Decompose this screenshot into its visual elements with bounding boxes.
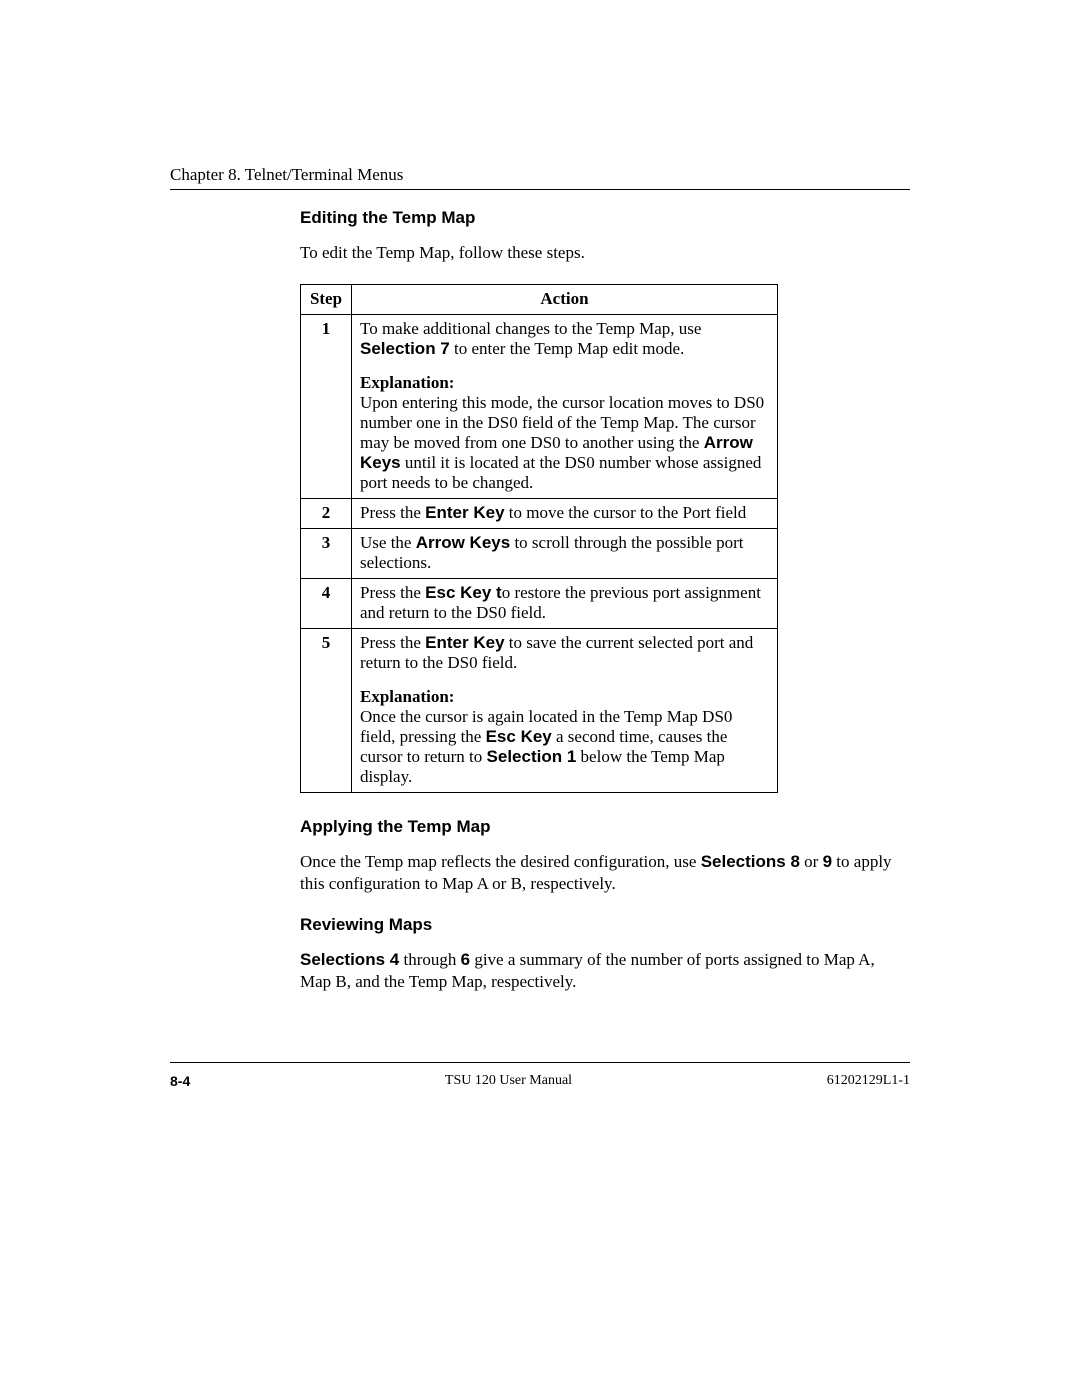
manual-page: Chapter 8. Telnet/Terminal Menus Editing… — [0, 0, 1080, 1397]
bold-selection: Selection 1 — [487, 747, 577, 766]
bold-selection: Selections 8 — [701, 852, 800, 871]
table-row: 3 Use the Arrow Keys to scroll through t… — [301, 529, 778, 579]
page-number: 8-4 — [170, 1073, 190, 1089]
bold-selection: Selection 7 — [360, 339, 450, 358]
col-action: Action — [352, 285, 778, 315]
table-row: 5 Press the Enter Key to save the curren… — [301, 629, 778, 793]
header-rule — [170, 189, 910, 190]
explanation: Explanation: Upon entering this mode, th… — [360, 373, 769, 493]
heading-reviewing: Reviewing Maps — [300, 915, 910, 935]
page-footer: 8-4 TSU 120 User Manual 61202129L1-1 — [170, 1062, 910, 1089]
steps-table: Step Action 1 To make additional changes… — [300, 284, 778, 793]
bold-keys: Esc Key t — [425, 583, 502, 602]
table-row: 1 To make additional changes to the Temp… — [301, 315, 778, 499]
explanation-label: Explanation: — [360, 687, 454, 706]
footer-right: 61202129L1-1 — [827, 1073, 910, 1089]
text: Press the — [360, 633, 425, 652]
text: to move the cursor to the Port field — [505, 503, 747, 522]
step-num: 4 — [301, 579, 352, 629]
bold-selection: 6 — [461, 950, 470, 969]
heading-applying: Applying the Temp Map — [300, 817, 910, 837]
footer-center: TSU 120 User Manual — [190, 1073, 827, 1089]
step-num: 5 — [301, 629, 352, 793]
footer-row: 8-4 TSU 120 User Manual 61202129L1-1 — [170, 1073, 910, 1089]
step-num: 1 — [301, 315, 352, 499]
text: Press the — [360, 503, 425, 522]
text: Use the — [360, 533, 416, 552]
step-action: Press the Enter Key to save the current … — [352, 629, 778, 793]
bold-keys: Arrow Keys — [416, 533, 510, 552]
step-action: Use the Arrow Keys to scroll through the… — [352, 529, 778, 579]
heading-editing: Editing the Temp Map — [300, 208, 910, 228]
step-num: 2 — [301, 499, 352, 529]
bold-keys: Esc Key — [486, 727, 552, 746]
text: until it is located at the DS0 number wh… — [360, 453, 761, 492]
running-head: Chapter 8. Telnet/Terminal Menus — [170, 165, 910, 185]
paragraph-applying: Once the Temp map reflects the desired c… — [300, 851, 910, 895]
page-content: Editing the Temp Map To edit the Temp Ma… — [300, 208, 910, 993]
paragraph-reviewing: Selections 4 through 6 give a summary of… — [300, 949, 910, 993]
table-row: 2 Press the Enter Key to move the cursor… — [301, 499, 778, 529]
table-row: 4 Press the Esc Key to restore the previ… — [301, 579, 778, 629]
footer-rule — [170, 1062, 910, 1063]
text: To make additional changes to the Temp M… — [360, 319, 701, 338]
text: to enter the Temp Map edit mode. — [450, 339, 685, 358]
explanation: Explanation: Once the cursor is again lo… — [360, 687, 769, 787]
bold-keys: Enter Key — [425, 633, 504, 652]
text: or — [800, 852, 823, 871]
intro-editing: To edit the Temp Map, follow these steps… — [300, 242, 910, 264]
bold-selection: Selections 4 — [300, 950, 399, 969]
text: through — [399, 950, 460, 969]
bold-selection: 9 — [823, 852, 832, 871]
step-action: To make additional changes to the Temp M… — [352, 315, 778, 499]
step-action: Press the Esc Key to restore the previou… — [352, 579, 778, 629]
explanation-label: Explanation: — [360, 373, 454, 392]
col-step: Step — [301, 285, 352, 315]
table-header-row: Step Action — [301, 285, 778, 315]
step-action: Press the Enter Key to move the cursor t… — [352, 499, 778, 529]
step-num: 3 — [301, 529, 352, 579]
text: Press the — [360, 583, 425, 602]
bold-keys: Enter Key — [425, 503, 504, 522]
text: Once the Temp map reflects the desired c… — [300, 852, 701, 871]
